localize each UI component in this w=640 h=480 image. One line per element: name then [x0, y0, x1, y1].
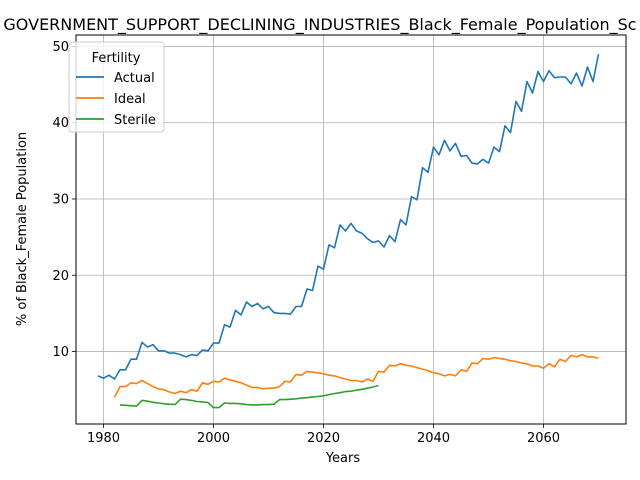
legend-label-actual: Actual	[114, 71, 155, 86]
x-axis-label: Years	[325, 451, 361, 466]
plot-area	[97, 53, 600, 409]
x-tick-label: 2040	[417, 431, 450, 446]
y-axis-label: % of Black_Female Population	[15, 132, 30, 326]
x-tick-label: 2000	[197, 431, 230, 446]
legend-title: Fertility	[92, 51, 141, 66]
x-axis-ticks: 1980 2000 2020 2040 2060	[87, 424, 560, 446]
series-line-ideal	[113, 353, 599, 398]
y-tick-label: 30	[52, 192, 69, 207]
y-tick-label: 20	[52, 269, 69, 284]
legend-box	[68, 41, 165, 133]
y-tick-label: 10	[52, 345, 69, 360]
axes-frame	[75, 34, 627, 425]
series-line-sterile	[119, 384, 379, 409]
y-tick-label: 40	[52, 116, 69, 131]
legend: Fertility Actual Ideal Sterile	[68, 41, 165, 133]
legend-label-sterile: Sterile	[114, 113, 156, 128]
x-tick-label: 1980	[87, 431, 120, 446]
grid	[76, 35, 626, 424]
series-line-actual	[97, 53, 600, 380]
chart-title: GOVERNMENT_SUPPORT_DECLINING_INDUSTRIES_…	[3, 15, 636, 35]
legend-label-ideal: Ideal	[114, 92, 146, 107]
x-tick-label: 2020	[307, 431, 340, 446]
x-tick-label: 2060	[527, 431, 560, 446]
y-tick-label: 50	[52, 40, 69, 55]
